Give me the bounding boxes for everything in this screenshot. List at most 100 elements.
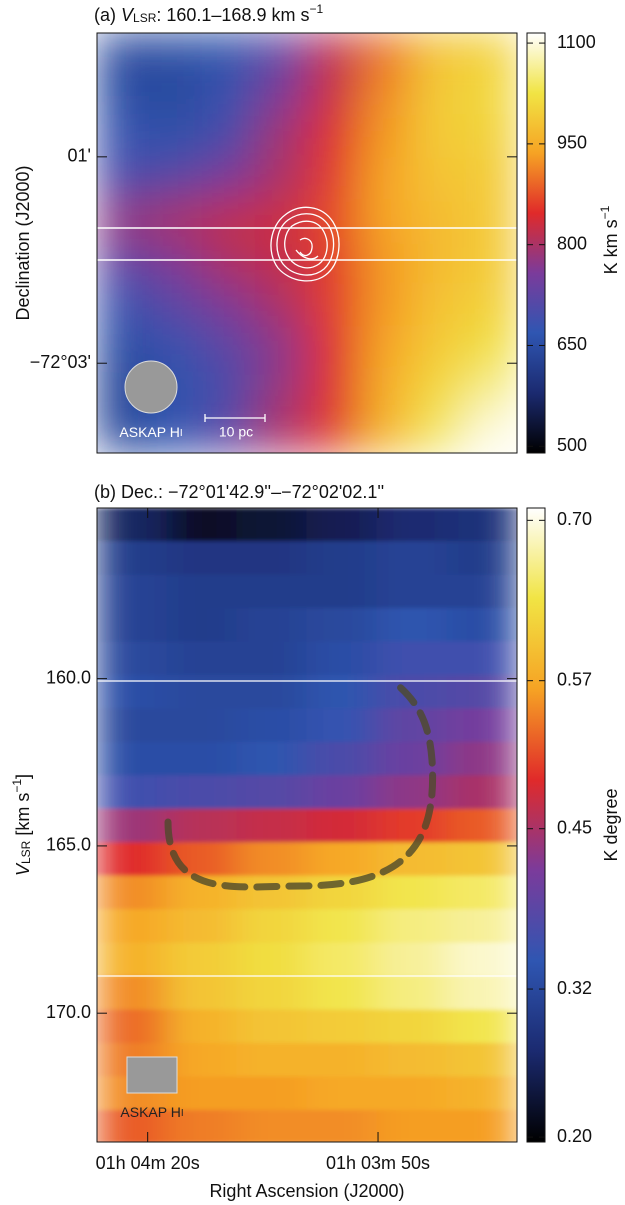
cell bbox=[306, 1109, 378, 1142]
cell bbox=[306, 284, 360, 328]
cell bbox=[464, 410, 517, 453]
cell bbox=[376, 1109, 448, 1142]
cell bbox=[306, 158, 360, 202]
cell bbox=[376, 976, 448, 1011]
cell bbox=[166, 741, 238, 776]
colorbar-tick-label: 0.57 bbox=[557, 669, 592, 689]
cell bbox=[306, 410, 360, 453]
cell bbox=[166, 1076, 238, 1111]
title-part: LSR bbox=[133, 11, 157, 25]
cell bbox=[306, 942, 378, 977]
cell bbox=[254, 242, 308, 286]
beam-label-part: I bbox=[181, 1108, 184, 1119]
colorbar-tick-label: 650 bbox=[557, 334, 587, 354]
cell bbox=[97, 541, 168, 576]
cell bbox=[306, 574, 378, 609]
cell bbox=[306, 1076, 378, 1111]
cell bbox=[97, 574, 168, 609]
cell bbox=[359, 410, 413, 453]
cell bbox=[376, 909, 448, 944]
cell bbox=[166, 976, 238, 1011]
colorbar-label: K km s−1 bbox=[598, 205, 621, 274]
cell bbox=[201, 368, 255, 412]
beam-label-part: ASKAP H bbox=[120, 1104, 180, 1120]
cell bbox=[236, 875, 308, 910]
cell bbox=[411, 158, 465, 202]
cell bbox=[236, 708, 308, 743]
cell bbox=[411, 326, 465, 370]
cell bbox=[464, 242, 517, 286]
cell bbox=[236, 674, 308, 710]
beam-label: ASKAP HI bbox=[119, 424, 182, 440]
title-part: (a) bbox=[94, 5, 121, 25]
y-label-part: LSR bbox=[19, 840, 33, 864]
cell bbox=[236, 574, 308, 609]
cell bbox=[376, 608, 448, 643]
cell bbox=[97, 410, 150, 453]
cell bbox=[166, 909, 238, 944]
y-tick-label: 01' bbox=[68, 146, 91, 166]
cell bbox=[359, 284, 413, 328]
cell bbox=[166, 775, 238, 810]
cell bbox=[166, 708, 238, 743]
frame bbox=[96, 507, 518, 1143]
cell bbox=[446, 608, 517, 643]
cell bbox=[149, 158, 203, 202]
cell bbox=[166, 1009, 238, 1044]
cell bbox=[306, 508, 378, 542]
panel-title: (a) VLSR: 160.1–168.9 km s−1 bbox=[94, 2, 323, 25]
cell bbox=[446, 508, 517, 542]
cell bbox=[201, 326, 255, 370]
cell bbox=[97, 284, 150, 328]
cell bbox=[201, 74, 255, 118]
cell bbox=[201, 200, 255, 244]
cell bbox=[236, 1009, 308, 1044]
cell bbox=[254, 116, 308, 160]
pv-map bbox=[97, 508, 517, 1142]
cell bbox=[97, 116, 150, 160]
cell bbox=[464, 158, 517, 202]
cell bbox=[149, 116, 203, 160]
cell bbox=[254, 74, 308, 118]
cell bbox=[166, 508, 238, 542]
cell bbox=[97, 508, 168, 542]
x-axis-label: Right Ascension (J2000) bbox=[209, 1181, 404, 1201]
title-part: −1 bbox=[309, 2, 323, 16]
beam-label-part: I bbox=[180, 428, 183, 439]
cell bbox=[236, 942, 308, 977]
colorbar-tick-label: 500 bbox=[557, 435, 587, 455]
cell bbox=[446, 909, 517, 944]
x-tick-label: 01h 04m 20s bbox=[96, 1153, 200, 1173]
cell bbox=[306, 541, 378, 576]
cell bbox=[97, 674, 168, 710]
beam-label-part: ASKAP H bbox=[119, 424, 179, 440]
cell bbox=[97, 976, 168, 1011]
cell bbox=[359, 158, 413, 202]
cell bbox=[166, 1043, 238, 1078]
cell bbox=[97, 842, 168, 877]
cell bbox=[166, 674, 238, 710]
cell bbox=[376, 1076, 448, 1111]
cell bbox=[376, 708, 448, 743]
cell bbox=[149, 284, 203, 328]
colorbar-tick-label: 800 bbox=[557, 233, 587, 253]
cell bbox=[464, 74, 517, 118]
cell bbox=[97, 641, 168, 676]
cell bbox=[236, 541, 308, 576]
cell bbox=[254, 158, 308, 202]
cell bbox=[411, 200, 465, 244]
cell bbox=[376, 541, 448, 576]
cell bbox=[376, 1009, 448, 1044]
cell bbox=[236, 808, 308, 843]
beam bbox=[124, 360, 178, 414]
cell bbox=[411, 410, 465, 453]
cell bbox=[446, 875, 517, 910]
cell bbox=[166, 574, 238, 609]
cell bbox=[376, 641, 448, 676]
cell bbox=[97, 33, 150, 76]
y-tick-label: 170.0 bbox=[46, 1002, 91, 1022]
y-axis-label: Declination (J2000) bbox=[13, 165, 33, 320]
colorbar bbox=[526, 507, 546, 1143]
cell bbox=[411, 33, 465, 76]
title-part: V bbox=[121, 5, 135, 25]
